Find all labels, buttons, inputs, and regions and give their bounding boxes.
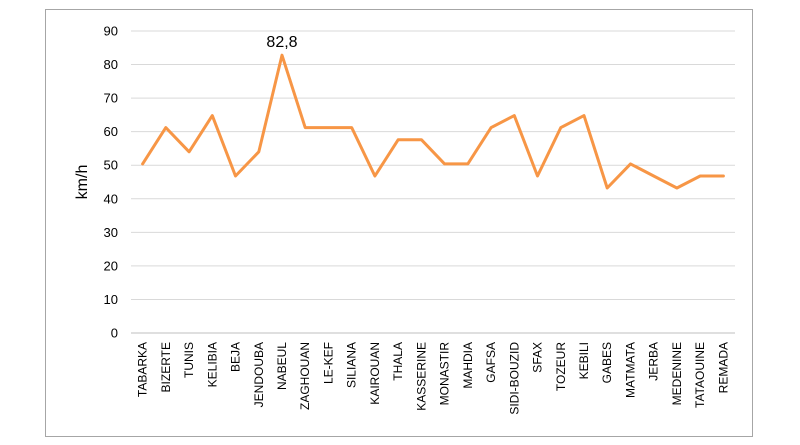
x-tick-label: KAIROUAN [368,342,382,405]
x-tick-label: BIZERTE [159,342,173,392]
x-tick-label: SILIANA [345,342,359,388]
x-tick-label: KEBILI [577,342,591,379]
x-tick-label: GAFSA [484,342,498,383]
x-tick-label: SIDI-BOUZID [507,342,521,415]
x-tick-label: MAHDIA [461,342,475,389]
y-tick-label: 40 [104,191,118,206]
x-tick-label: MONASTIR [438,342,452,406]
chart-frame [45,9,753,437]
x-tick-label: LE-KEF [321,342,335,384]
data-labels: 82,8 [266,34,297,51]
x-tick-label: KELIBIA [205,342,219,387]
x-tick-label: MEDENINE [670,342,684,405]
x-tick-label: NABEUL [275,342,289,390]
x-tick-label: JERBA [647,342,661,381]
y-tick-label: 10 [104,292,118,307]
y-tick-label: 70 [104,91,118,106]
x-tick-label: TABARKA [136,342,150,397]
x-tick-label: SFAX [531,342,545,373]
x-tick-label: THALA [391,342,405,381]
y-tick-label: 20 [104,258,118,273]
x-tick-label: ZAGHOUAN [298,342,312,410]
y-axis-ticks: 0 10 20 30 40 50 60 70 80 90 [104,24,118,341]
y-tick-label: 30 [104,225,118,240]
y-tick-label: 80 [104,57,118,72]
y-tick-label: 90 [104,24,118,39]
x-tick-label: BEJA [229,342,243,372]
x-tick-label: JENDOUBA [252,342,266,407]
x-tick-label: KASSERINE [414,342,428,411]
y-tick-label: 60 [104,124,118,139]
gridlines [131,30,735,334]
y-axis-title: km/h [74,165,91,200]
y-tick-label: 0 [111,326,118,341]
x-tick-label: TUNIS [182,342,196,378]
x-tick-label: TOZEUR [554,342,568,391]
x-tick-label: TATAOUINE [693,342,707,408]
x-axis-ticks: TABARKA BIZERTE TUNIS KELIBIA BEJA JENDOUBA NA… [136,342,731,415]
x-tick-label: MATMATA [623,342,637,398]
x-tick-label: GABES [600,342,614,383]
data-label: 82,8 [266,34,297,51]
y-tick-label: 50 [104,158,118,173]
x-tick-label: REMADA [716,342,730,393]
series-line [141,53,725,190]
